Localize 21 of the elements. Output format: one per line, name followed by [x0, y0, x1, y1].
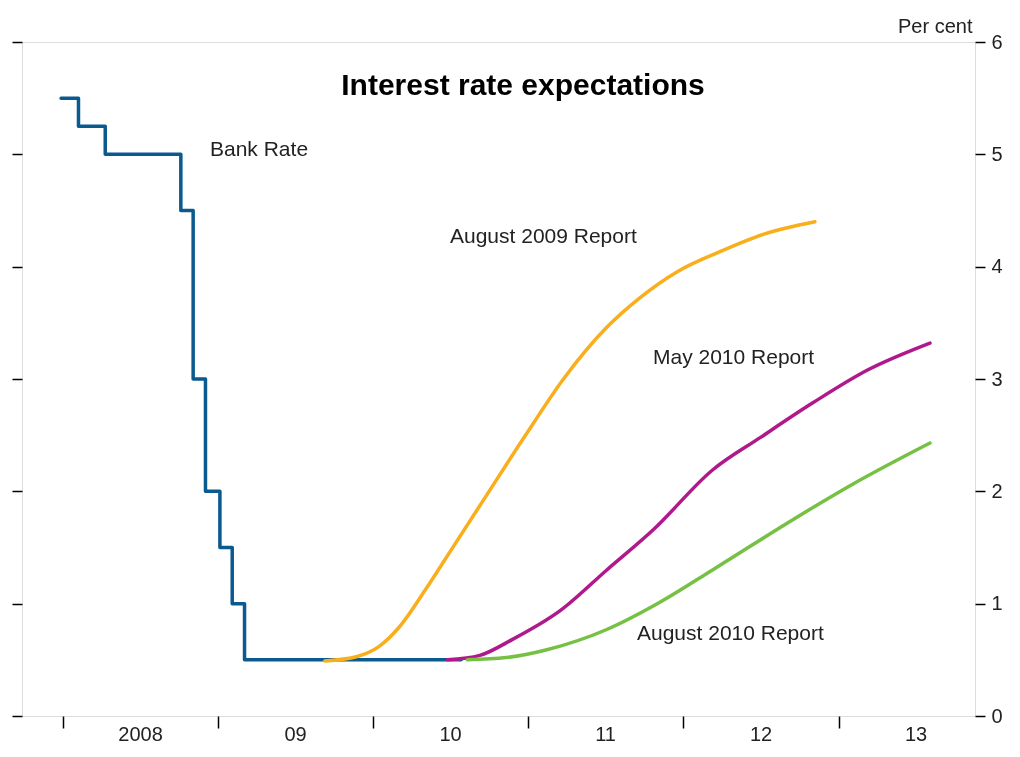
x-tick-label: 12 — [749, 722, 773, 745]
series-label: May 2010 Report — [653, 345, 815, 368]
text: August 2009 Report — [450, 224, 637, 247]
y-tick-label: 2 — [991, 479, 1003, 502]
y-axis-title: Per cent — [898, 14, 973, 37]
x-tick-label: 13 — [904, 722, 928, 745]
text: Interest rate expectations — [341, 68, 705, 101]
series-label: Bank Rate — [210, 137, 309, 160]
y-tick-label: 3 — [991, 367, 1003, 390]
y-tick-label: 0 — [991, 704, 1003, 727]
series-label: August 2010 Report — [637, 621, 824, 644]
y-tick-label: 4 — [991, 255, 1003, 278]
line-series — [465, 441, 932, 662]
x-tick-label: 09 — [284, 722, 307, 745]
y-tick-label: 6 — [991, 30, 1003, 53]
x-tick-label: 2008 — [118, 722, 163, 745]
x-tick-label: 11 — [595, 722, 616, 745]
line-series — [445, 341, 932, 662]
y-tick-label: 1 — [991, 592, 1003, 615]
y-tick-label: 5 — [991, 142, 1003, 165]
x-tick-label: 10 — [439, 722, 462, 745]
